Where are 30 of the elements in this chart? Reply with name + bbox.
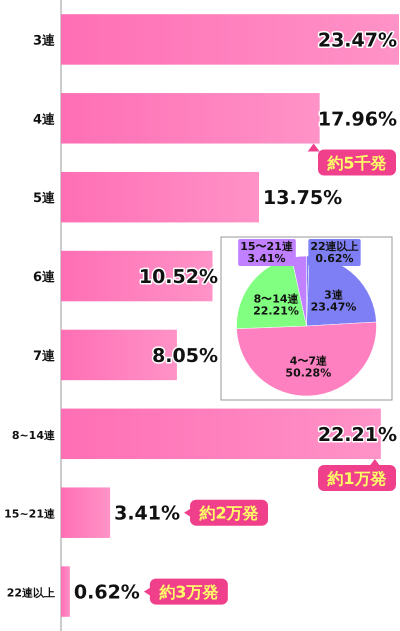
slice-label: 15〜21連 xyxy=(240,240,294,253)
data-label: 3.41% xyxy=(114,502,180,525)
data-label: 0.62% xyxy=(74,582,140,604)
y-tick-label: 15~21連 xyxy=(4,508,56,521)
y-tick-label: 22連以上 xyxy=(6,586,55,600)
annotation: 約1万発 xyxy=(326,469,387,488)
data-label: 23.47% xyxy=(310,300,356,314)
y-tick-label: 4連 xyxy=(32,112,56,128)
data-label: 3.41% xyxy=(247,252,286,265)
data-label: 0.62% xyxy=(315,252,354,265)
data-label: 50.28% xyxy=(285,366,332,380)
data-label: 17.96% xyxy=(318,108,397,130)
data-label: 10.52% xyxy=(138,266,218,288)
data-label: 22.21% xyxy=(253,304,299,318)
data-label: 13.75% xyxy=(263,187,342,210)
y-tick-label: 3連 xyxy=(32,33,56,48)
data-label: 23.47% xyxy=(318,29,397,52)
slice-label: 8〜14連 xyxy=(254,292,300,306)
annotation: 約3万発 xyxy=(158,582,218,602)
y-tick-label: 7連 xyxy=(32,348,56,364)
y-tick-label: 8~14連 xyxy=(12,428,56,442)
data-label: 22.21% xyxy=(318,424,397,446)
y-tick-label: 6連 xyxy=(32,270,56,286)
slice-label: 3連 xyxy=(324,288,344,302)
slice-label: 22連以上 xyxy=(310,240,359,253)
annotation: 約5千発 xyxy=(326,154,387,173)
data-label: 8.05% xyxy=(152,344,218,367)
annotation: 約2万発 xyxy=(198,504,259,523)
y-tick-label: 5連 xyxy=(32,191,56,206)
slice-label: 4〜7連 xyxy=(290,354,328,368)
